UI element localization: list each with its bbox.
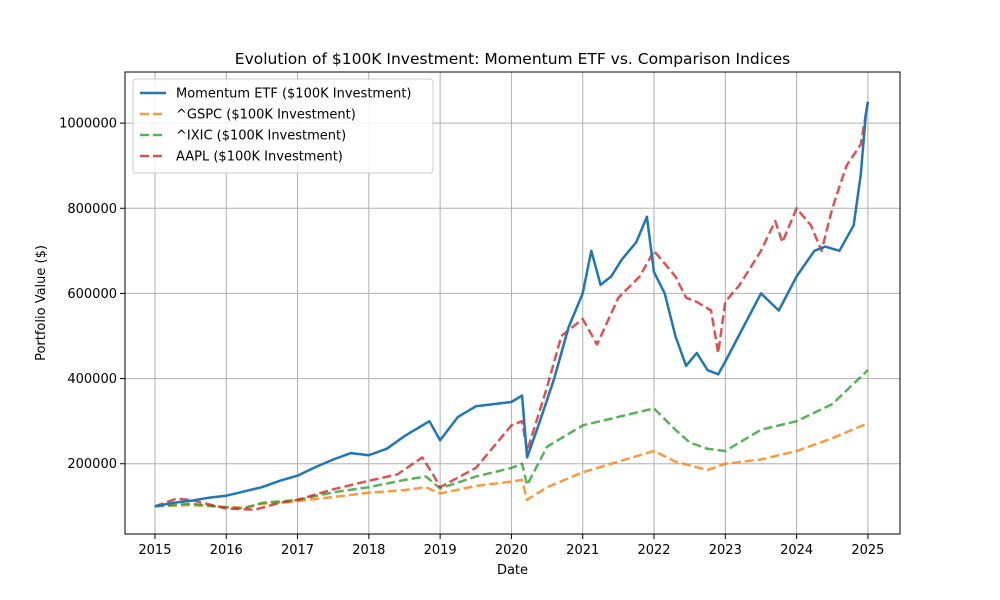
x-tick-label: 2025 (851, 543, 884, 558)
y-tick-label: 800000 (67, 202, 117, 217)
y-tick-label: 1000000 (59, 117, 117, 132)
y-tick-label: 200000 (67, 457, 117, 472)
x-tick-label: 2023 (709, 543, 742, 558)
legend-label: ^GSPC ($100K Investment) (176, 108, 356, 123)
chart-title: Evolution of $100K Investment: Momentum … (235, 50, 790, 68)
x-axis: 2015 2016 2017 2018 2019 2020 2021 2022 2023 2024… (138, 534, 884, 558)
x-tick-label: 2018 (352, 543, 385, 558)
x-tick-label: 2021 (566, 543, 599, 558)
x-tick-label: 2017 (281, 543, 314, 558)
legend: Momentum ETF ($100K Investment) ^GSPC ($1… (132, 78, 434, 174)
x-axis-label: Date (497, 563, 528, 578)
series-layer (154, 101, 870, 511)
y-tick-label: 400000 (67, 372, 117, 387)
series-line-1 (154, 422, 869, 509)
series-line-2 (154, 369, 869, 510)
x-tick-label: 2022 (637, 543, 670, 558)
y-tick-label: 600000 (67, 287, 117, 302)
legend-box (132, 78, 434, 174)
legend-label: ^IXIC ($100K Investment) (176, 129, 346, 144)
legend-label: Momentum ETF ($100K Investment) (176, 87, 412, 102)
x-tick-label: 2024 (780, 543, 813, 558)
y-axis: 200000 400000 600000 800000 1000000 (59, 117, 125, 472)
series-line-0 (154, 101, 870, 508)
x-tick-label: 2016 (210, 543, 243, 558)
legend-label: AAPL ($100K Investment) (176, 150, 343, 165)
x-tick-label: 2015 (138, 543, 171, 558)
x-tick-label: 2019 (424, 543, 457, 558)
plot-frame (124, 71, 901, 535)
x-tick-label: 2020 (495, 543, 528, 558)
series-line-3 (154, 101, 870, 511)
y-axis-label: Portfolio Value ($) (34, 245, 49, 361)
